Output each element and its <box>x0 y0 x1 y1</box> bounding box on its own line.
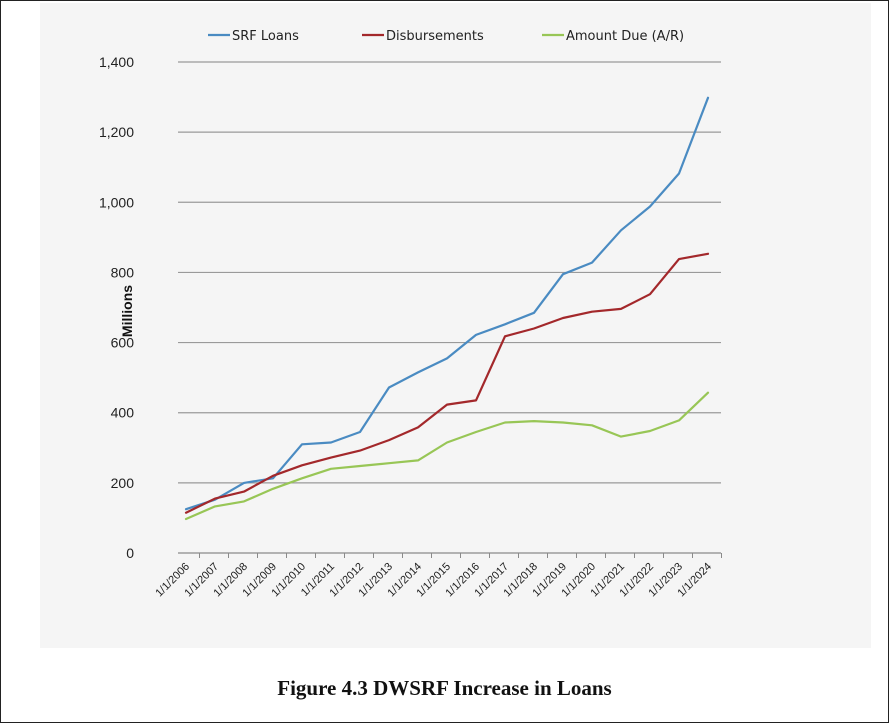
series-line-1 <box>184 96 710 511</box>
series-line-2 <box>184 252 710 514</box>
y-tick-label: 1,200 <box>99 124 134 140</box>
legend-label: Disbursements <box>386 29 484 44</box>
legend-label: Amount Due (A/R) <box>566 29 684 44</box>
chart-panel: 0 200 400 600 800 1,000 1,200 1,400 1/1/2006 1/1/… <box>40 3 871 648</box>
y-tick-label: 1,000 <box>99 194 134 210</box>
legend-label: SRF Loans <box>232 29 299 44</box>
y-tick-label: 0 <box>126 545 134 561</box>
y-tick-label: 200 <box>111 475 135 491</box>
y-axis-label: Millions <box>119 285 135 337</box>
figure-caption: Figure 4.3 DWSRF Increase in Loans <box>277 676 612 700</box>
y-tick-label: 800 <box>111 264 135 280</box>
y-tick-label: 600 <box>111 335 135 351</box>
line-chart: 02004006008001,0001,2001,4001/1/20061/1/… <box>99 29 722 599</box>
y-tick-label: 400 <box>111 405 135 421</box>
series-line-3 <box>184 391 710 521</box>
y-tick-label: 1,400 <box>99 54 134 70</box>
